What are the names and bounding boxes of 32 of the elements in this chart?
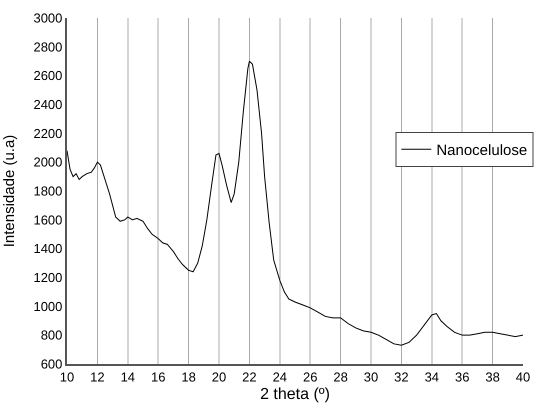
x-tick-label: 18 <box>181 370 196 385</box>
x-tick-label: 12 <box>90 370 105 385</box>
x-tick-label: 20 <box>212 370 226 385</box>
x-tick-label: 36 <box>454 370 470 385</box>
x-tick-label: 28 <box>333 370 348 385</box>
y-tick-label: 2200 <box>33 126 62 141</box>
y-axis-title: Intensidade (u.a) <box>1 134 18 248</box>
x-tick-label: 22 <box>242 370 257 385</box>
x-tick-label: 30 <box>364 370 378 385</box>
y-tick-label: 3000 <box>33 10 62 26</box>
y-tick-label: 2600 <box>33 68 62 84</box>
x-tick-label: 26 <box>302 370 318 385</box>
x-tick-label: 10 <box>60 370 74 385</box>
y-tick-label: 2800 <box>33 39 62 54</box>
x-tick-label: 40 <box>516 370 530 385</box>
y-tick-label: 600 <box>40 356 62 372</box>
y-tick-label: 2400 <box>33 97 62 112</box>
y-tick-label: 1600 <box>33 212 62 228</box>
y-tick-label: 2000 <box>33 154 62 170</box>
x-tick-label: 14 <box>120 370 136 385</box>
x-axis-title: 2 theta (º) <box>260 386 330 403</box>
y-tick-label: 1200 <box>33 270 62 286</box>
x-tick-label: 34 <box>424 370 440 385</box>
legend-label: Nanocelulose <box>436 142 528 160</box>
y-tick-label: 800 <box>40 328 62 343</box>
y-tick-label: 1800 <box>33 184 62 199</box>
y-tick-label: 1400 <box>33 241 62 256</box>
x-tick-label: 16 <box>150 370 166 385</box>
x-tick-label: 24 <box>272 370 288 385</box>
x-tick-label: 32 <box>394 370 409 385</box>
y-tick-label: 1000 <box>33 298 62 314</box>
x-tick-label: 38 <box>485 370 500 385</box>
